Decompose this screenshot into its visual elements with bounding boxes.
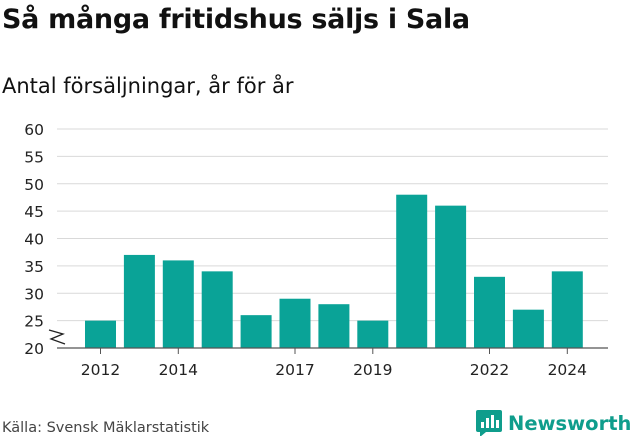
y-tick-label: 30 [24, 285, 44, 303]
x-tick-label: 2014 [159, 361, 198, 379]
axis-break-icon [48, 329, 66, 345]
bar [357, 320, 389, 348]
newsworthy-logo-icon [476, 410, 502, 436]
x-axis [48, 329, 608, 349]
brand-logo: Newsworthy [476, 408, 631, 438]
y-tick-label: 20 [24, 340, 44, 358]
y-axis-ticks: 20 25 30 35 40 45 50 55 60 [24, 121, 44, 358]
source-note: Källa: Svensk Mäklarstatistik [2, 420, 210, 436]
y-tick-label: 60 [24, 121, 44, 139]
bars [85, 194, 583, 348]
y-tick-label: 50 [24, 176, 44, 194]
bar [279, 298, 311, 348]
chart-title: Så många fritidshus säljs i Sala [2, 4, 470, 35]
x-axis-ticks: 2012 2014 2017 2019 2022 2024 [81, 348, 587, 379]
chart-subtitle: Antal försäljningar, år för år [2, 74, 294, 98]
bar [318, 304, 350, 348]
y-tick-label: 40 [24, 231, 44, 249]
bar [85, 320, 116, 348]
bar [123, 254, 155, 348]
y-tick-label: 35 [24, 258, 44, 276]
bar [512, 309, 544, 348]
bar [396, 194, 428, 348]
x-tick-label: 2022 [470, 361, 509, 379]
x-tick-label: 2019 [353, 361, 392, 379]
bar [201, 271, 233, 348]
bar [240, 315, 272, 348]
y-tick-label: 45 [24, 203, 44, 221]
gridlines [57, 128, 608, 322]
x-tick-label: 2012 [81, 361, 120, 379]
bar [474, 276, 505, 348]
brand-name: Newsworthy [508, 411, 631, 435]
bar [162, 260, 194, 348]
y-tick-label: 55 [24, 148, 44, 166]
x-tick-label: 2024 [548, 361, 587, 379]
y-tick-label: 25 [24, 313, 44, 331]
bar [551, 271, 583, 348]
bar [435, 205, 467, 348]
x-tick-label: 2017 [275, 361, 314, 379]
